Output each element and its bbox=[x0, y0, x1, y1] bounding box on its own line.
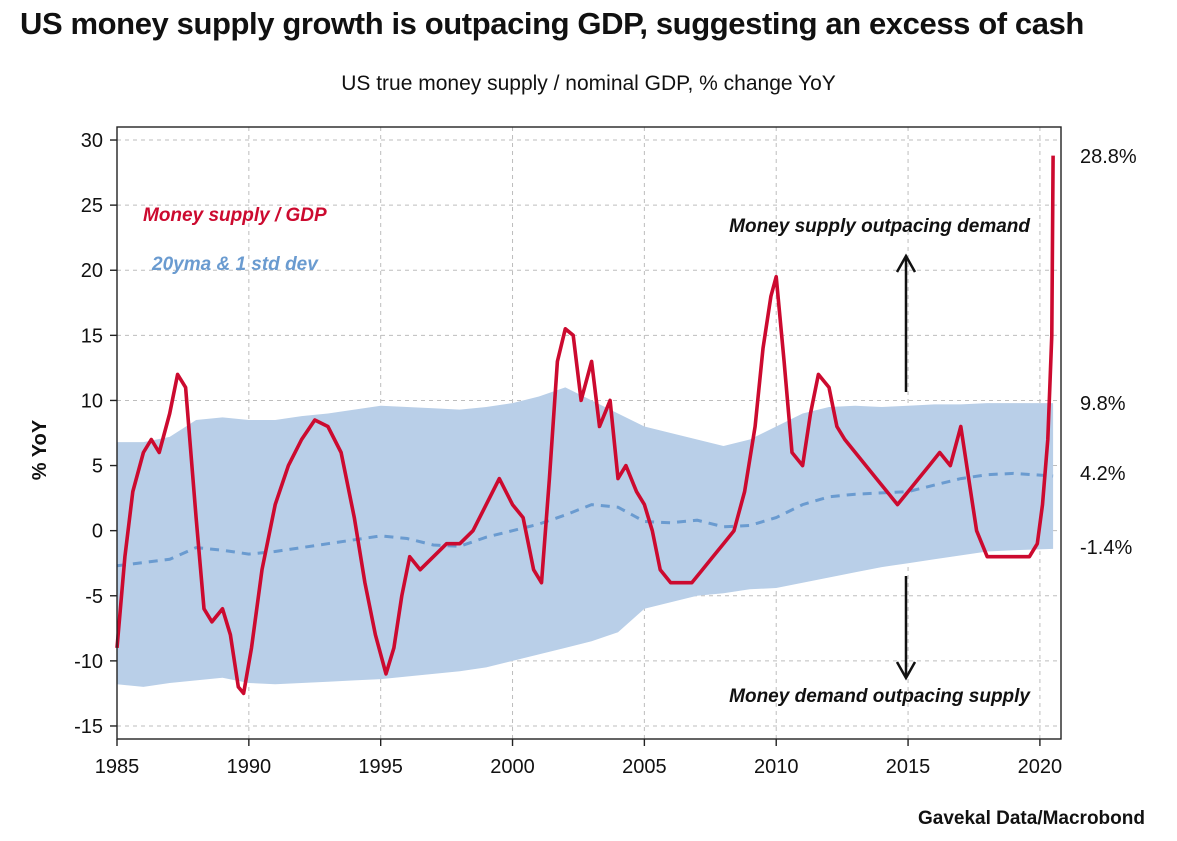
mean-line-20yma bbox=[116, 471, 1054, 568]
x-tick-label: 2010 bbox=[754, 756, 799, 778]
x-tick-label: 2020 bbox=[1018, 756, 1063, 778]
y-tick-label: 20 bbox=[81, 260, 103, 282]
x-tick-label: 1990 bbox=[227, 756, 272, 778]
end-label-upper: 9.8% bbox=[1080, 393, 1126, 415]
y-tick-label: -10 bbox=[74, 651, 103, 673]
y-tick-label: 25 bbox=[81, 195, 103, 217]
annotation-down: Money demand outpacing supply bbox=[729, 686, 1031, 707]
arrow-down bbox=[895, 576, 917, 681]
x-tick-label: 1985 bbox=[95, 756, 140, 778]
plot-frame bbox=[116, 126, 1062, 740]
x-axis-ticks: 1985 1990 1995 2000 2005 2010 2015 2020 bbox=[95, 739, 1062, 778]
chart-subtitle: US true money supply / nominal GDP, % ch… bbox=[341, 72, 836, 95]
y-axis-ticks: 30 25 20 15 10 5 0 -5 -10 -15 bbox=[74, 130, 117, 738]
chart-title: US money supply growth is outpacing GDP,… bbox=[20, 6, 1084, 41]
y-axis-label: % YoY bbox=[29, 419, 51, 480]
arrow-up bbox=[895, 253, 917, 392]
y-tick-label: 5 bbox=[92, 456, 103, 478]
y-tick-label: 15 bbox=[81, 325, 103, 347]
std-dev-band bbox=[117, 387, 1054, 687]
series-line-money-supply-gdp bbox=[115, 155, 1055, 696]
x-tick-label: 2000 bbox=[490, 756, 535, 778]
source-note: Gavekal Data/Macrobond bbox=[917, 808, 1145, 829]
end-label-lower: -1.4% bbox=[1080, 537, 1132, 559]
x-tick-label: 2015 bbox=[886, 756, 931, 778]
x-tick-label: 2005 bbox=[622, 756, 667, 778]
y-tick-label: -5 bbox=[85, 586, 103, 608]
x-tick-label: 1995 bbox=[358, 756, 403, 778]
legend-series-label: Money supply / GDP bbox=[143, 205, 327, 226]
end-label-series: 28.8% bbox=[1080, 146, 1137, 168]
y-tick-label: 0 bbox=[92, 521, 103, 543]
end-label-mean: 4.2% bbox=[1080, 463, 1126, 485]
y-tick-label: -15 bbox=[74, 716, 103, 738]
y-tick-label: 30 bbox=[81, 130, 103, 152]
annotation-up: Money supply outpacing demand bbox=[729, 216, 1030, 237]
legend-band-label: 20yma & 1 std dev bbox=[151, 254, 319, 275]
y-tick-label: 10 bbox=[81, 390, 103, 412]
